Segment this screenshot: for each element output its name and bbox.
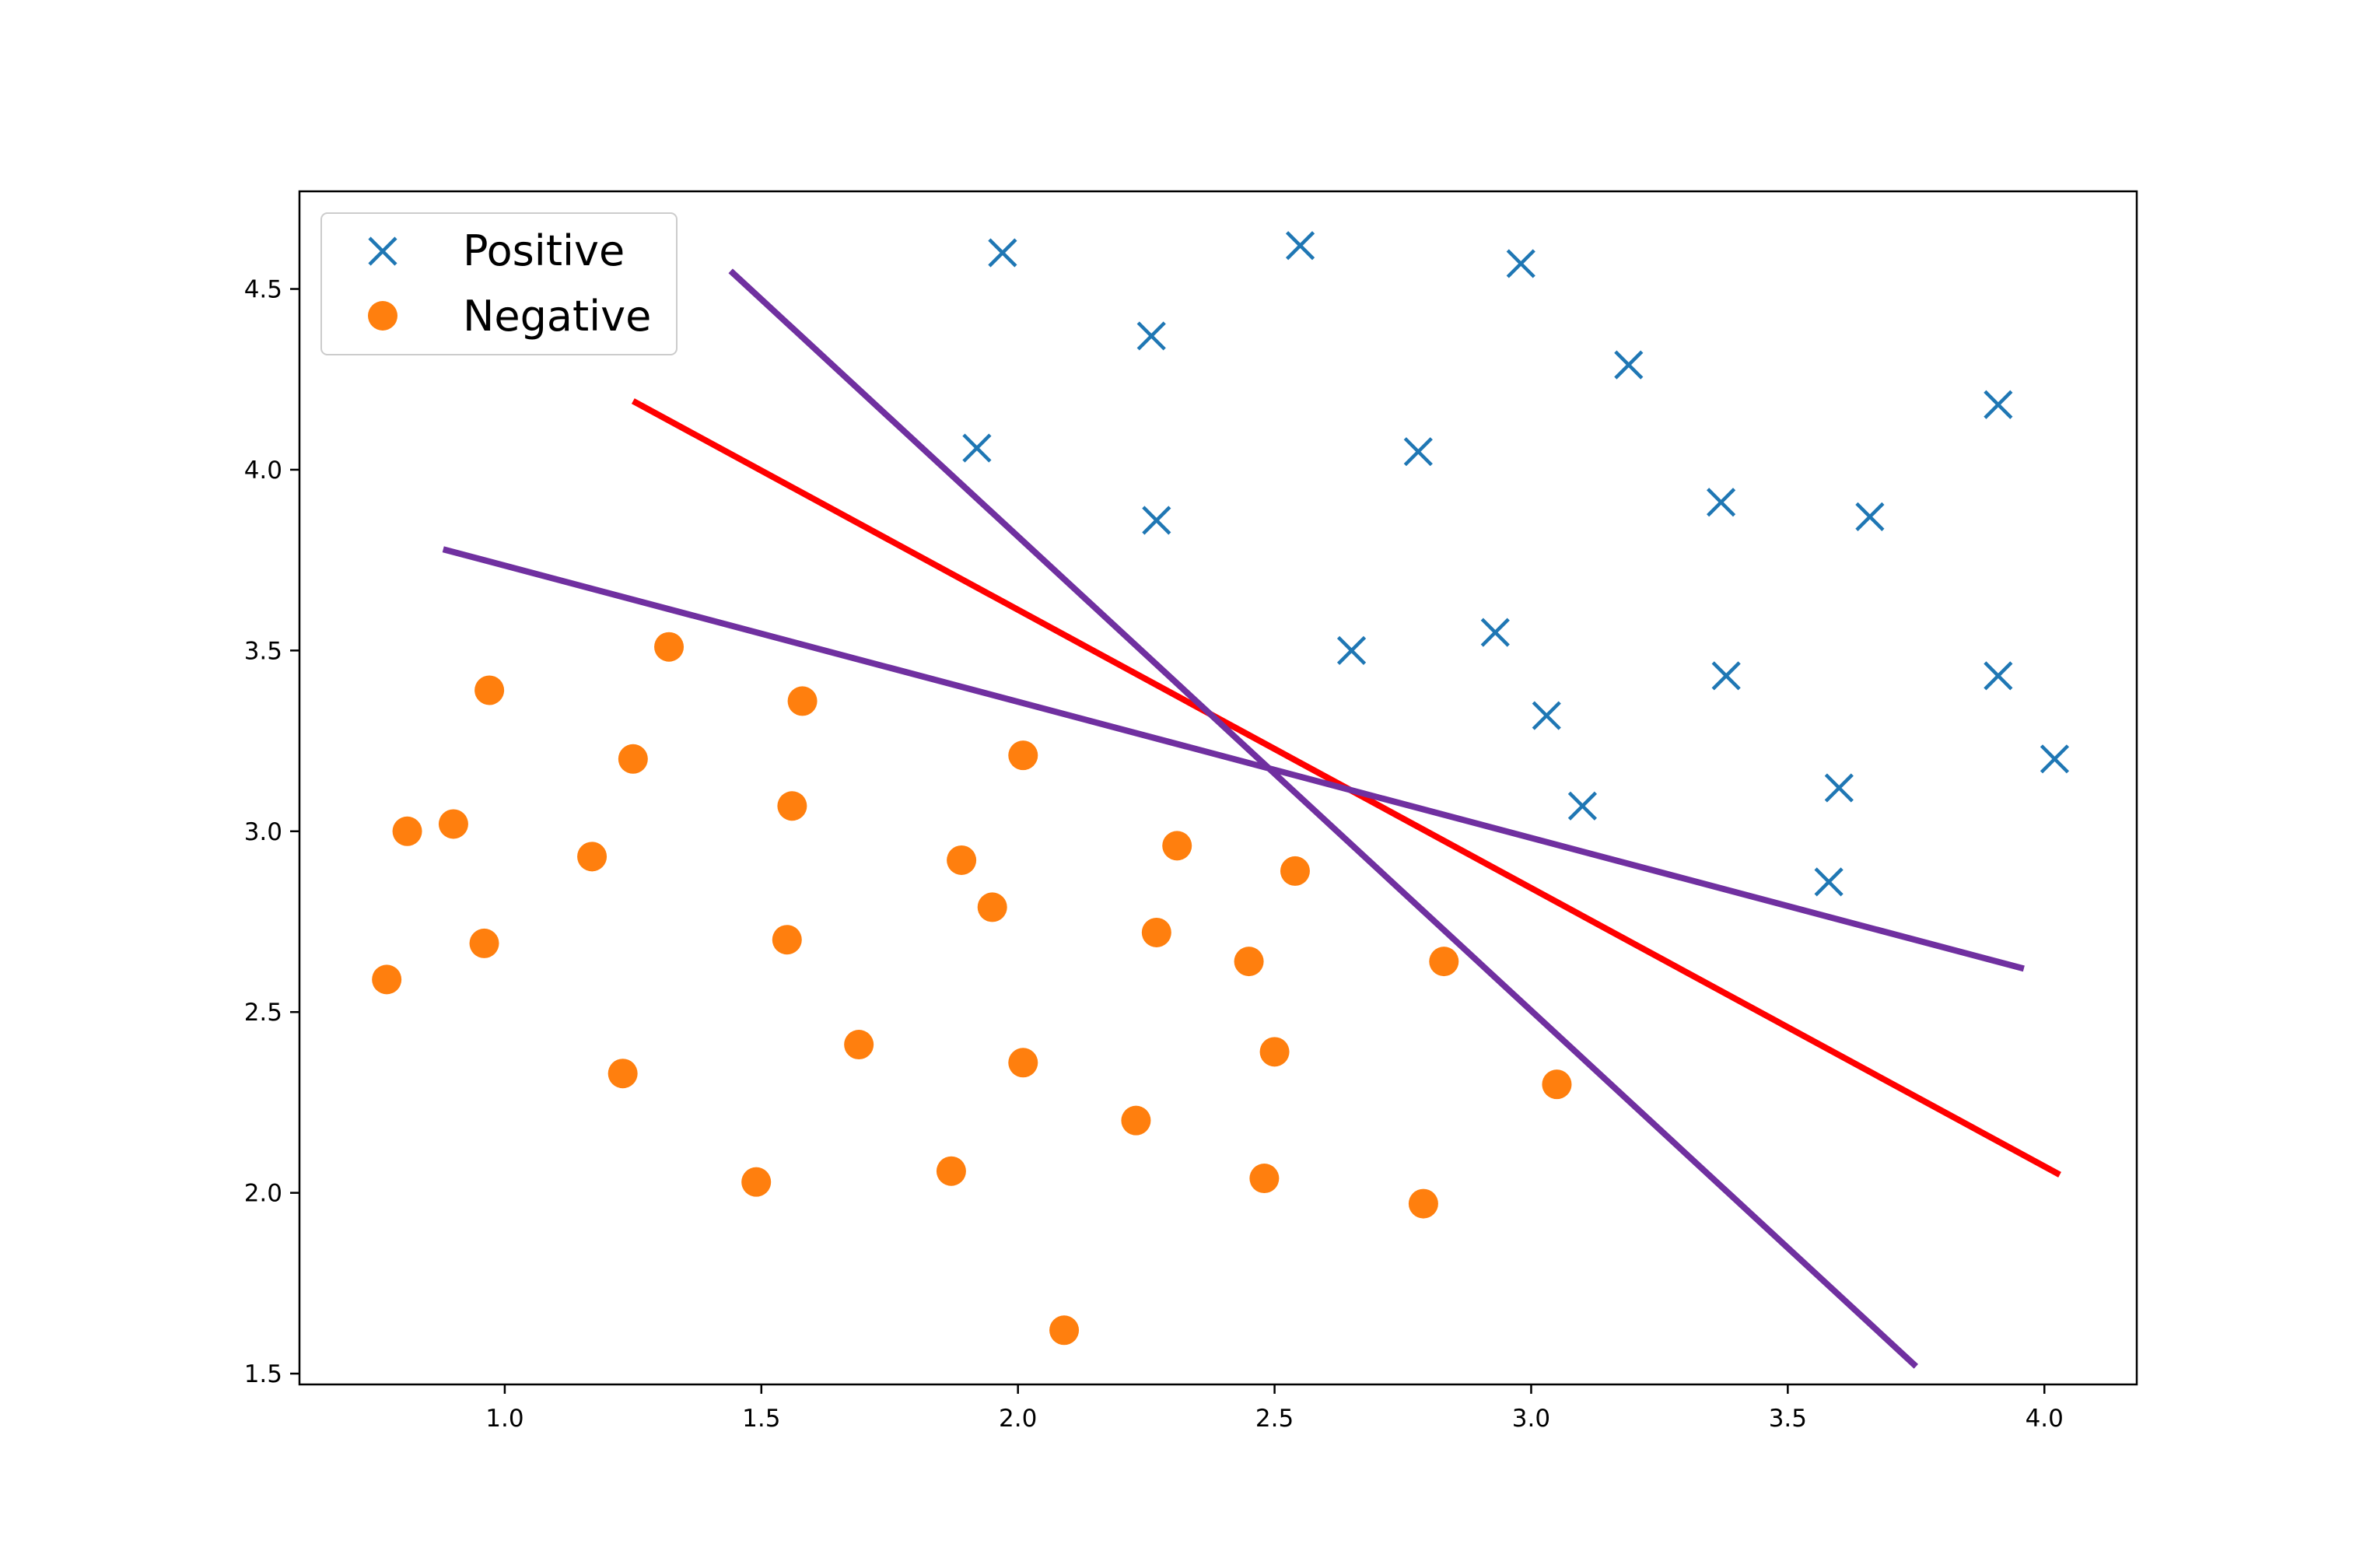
- positive-point-1: [988, 238, 1017, 268]
- legend-entry-negative: Negative: [368, 292, 651, 341]
- boundary-line-2: [728, 268, 1919, 1369]
- positive-point-15: [1984, 661, 2013, 691]
- negative-point-21: [1259, 1037, 1290, 1067]
- negative-point-25: [1121, 1105, 1151, 1136]
- y-tick-label: 2.0: [244, 1180, 282, 1208]
- negative-point-17: [1234, 947, 1264, 977]
- y-tick-label: 1.5: [244, 1360, 282, 1388]
- positive-point-14: [1711, 661, 1741, 691]
- negative-point-24: [1542, 1069, 1572, 1100]
- negative-point-14: [1141, 917, 1171, 947]
- x-tick-label: 1.5: [742, 1405, 780, 1433]
- negative-point-29: [1408, 1188, 1438, 1219]
- negative-point-3: [787, 686, 818, 716]
- negative-point-27: [741, 1167, 772, 1197]
- negative-point-9: [1162, 831, 1192, 861]
- negative-point-26: [936, 1156, 966, 1186]
- positive-point-2: [1285, 231, 1315, 261]
- negative-point-10: [947, 845, 977, 875]
- negative-point-28: [1249, 1164, 1280, 1194]
- negative-point-6: [777, 791, 807, 821]
- legend-label-positive: Positive: [463, 226, 625, 275]
- positive-point-9: [1706, 488, 1736, 517]
- positive-point-17: [2040, 744, 2070, 774]
- negative-point-4: [1008, 740, 1038, 771]
- negative-point-12: [1280, 856, 1310, 886]
- positive-point-11: [1142, 506, 1171, 535]
- y-tick-label: 4.5: [244, 276, 282, 304]
- x-tick-label: 2.5: [1255, 1405, 1294, 1433]
- positive-point-7: [962, 433, 992, 463]
- negative-point-11: [577, 842, 608, 872]
- negative-point-16: [772, 925, 802, 955]
- y-tick-label: 2.5: [244, 999, 282, 1027]
- y-axis: 1.5 2.0 2.5 3.0 3.5 4.0 4.5: [244, 276, 299, 1388]
- x-tick-label: 2.0: [999, 1405, 1037, 1433]
- positive-point-13: [1480, 618, 1510, 647]
- negative-point-8: [438, 809, 468, 839]
- positive-point-16: [1532, 701, 1561, 730]
- legend-entry-positive: Positive: [368, 226, 625, 275]
- legend-box: [320, 212, 678, 355]
- positive-point-5: [1614, 350, 1644, 380]
- negative-point-13: [977, 892, 1007, 922]
- negative-point-5: [618, 744, 648, 774]
- negative-point-1: [654, 632, 685, 662]
- positive-point-20: [1814, 867, 1844, 897]
- negative-point-7: [392, 816, 422, 846]
- x-tick-label: 3.5: [1769, 1405, 1807, 1433]
- x-axis: 1.0 1.5 2.0 2.5 3.0 3.5 4.0: [485, 1384, 2064, 1433]
- negative-point-23: [608, 1059, 638, 1089]
- y-tick-label: 3.0: [244, 818, 282, 846]
- boundary-line-3: [442, 546, 2025, 972]
- x-tick-label: 1.0: [485, 1405, 523, 1433]
- points-layer: [372, 231, 2070, 1346]
- positive-point-8: [1403, 437, 1433, 467]
- positive-point-10: [1855, 502, 1885, 531]
- positive-point-18: [1567, 791, 1598, 821]
- y-tick-label: 4.0: [244, 457, 282, 485]
- lines-layer: [442, 268, 2061, 1369]
- positive-point-6: [1984, 390, 2013, 419]
- negative-point-18: [1429, 947, 1459, 977]
- x-tick-label: 4.0: [2026, 1405, 2064, 1433]
- negative-point-22: [1008, 1048, 1038, 1078]
- legend: Positive Negative: [320, 212, 678, 355]
- legend-label-negative: Negative: [463, 292, 651, 341]
- positive-point-4: [1136, 321, 1166, 351]
- positive-point-3: [1506, 249, 1535, 278]
- y-tick-label: 3.5: [244, 637, 282, 665]
- negative-point-20: [844, 1030, 874, 1060]
- negative-point-19: [372, 964, 402, 995]
- legend-marker-negative: [368, 301, 397, 331]
- legend-marker-positive: [368, 236, 397, 266]
- positive-point-12: [1336, 635, 1367, 665]
- negative-point-30: [1049, 1315, 1080, 1346]
- negative-point-15: [469, 928, 499, 958]
- x-tick-label: 3.0: [1512, 1405, 1550, 1433]
- plot-frame: [298, 190, 2138, 1386]
- positive-point-19: [1824, 773, 1854, 803]
- negative-point-2: [474, 675, 505, 705]
